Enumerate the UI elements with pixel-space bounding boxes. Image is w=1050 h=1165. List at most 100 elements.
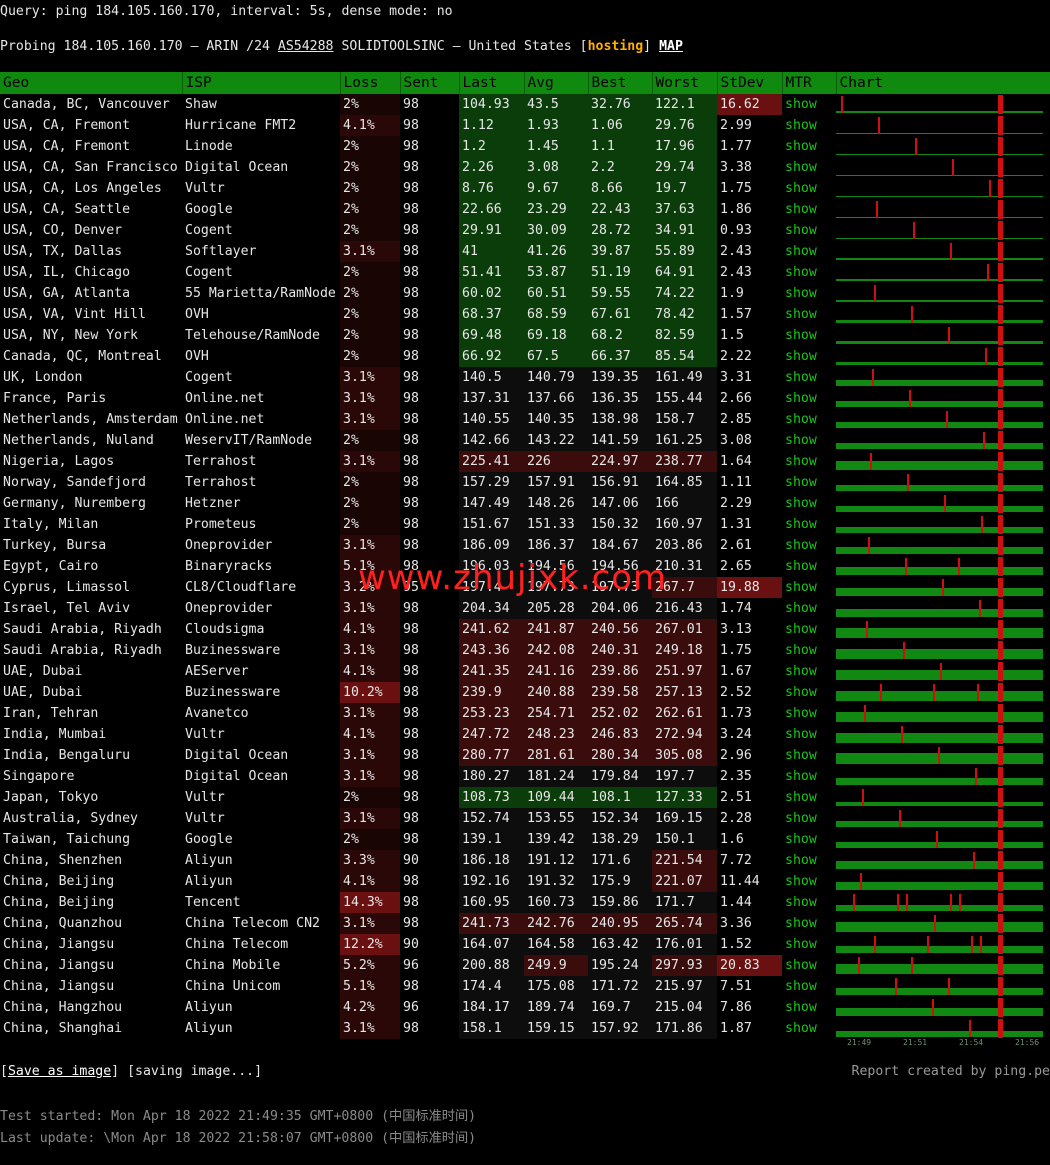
cell-best: 1.1 xyxy=(588,136,652,157)
table-row: China, Jiangsu China Unicom 5.1% 98 174.4 175… xyxy=(0,976,1050,997)
col-stdev[interactable]: StDev xyxy=(717,72,783,94)
col-avg[interactable]: Avg xyxy=(524,72,589,94)
cell-best: 66.37 xyxy=(588,346,652,367)
cell-stdev: 1.77 xyxy=(717,136,782,157)
mtr-show-link[interactable]: show xyxy=(785,181,817,196)
cell-stdev: 2.85 xyxy=(717,409,782,430)
mtr-show-link[interactable]: show xyxy=(785,811,817,826)
latency-chart xyxy=(836,1018,1050,1039)
mtr-show-link[interactable]: show xyxy=(785,874,817,889)
mtr-show-link[interactable]: show xyxy=(785,958,817,973)
cell-geo: Israel, Tel Aviv xyxy=(3,601,131,616)
mtr-show-link[interactable]: show xyxy=(785,286,817,301)
mtr-show-link[interactable]: show xyxy=(785,244,817,259)
loss-spike xyxy=(897,894,899,911)
col-mtr[interactable]: MTR xyxy=(782,72,837,94)
cell-loss: 2% xyxy=(340,220,400,241)
mtr-show-link[interactable]: show xyxy=(785,97,817,112)
mtr-show-link[interactable]: show xyxy=(785,853,817,868)
cell-loss: 4.1% xyxy=(340,724,400,745)
latency-bars xyxy=(836,175,1043,176)
mtr-show-link[interactable]: show xyxy=(785,979,817,994)
mtr-show-link[interactable]: show xyxy=(785,433,817,448)
mtr-show-link[interactable]: show xyxy=(785,769,817,784)
mtr-show-link[interactable]: show xyxy=(785,643,817,658)
mtr-show-link[interactable]: show xyxy=(785,307,817,322)
mtr-show-link[interactable]: show xyxy=(785,685,817,700)
query-dense: dense mode: no xyxy=(341,4,453,19)
loss-spike xyxy=(870,453,872,470)
mtr-show-link[interactable]: show xyxy=(785,223,817,238)
cell-geo: USA, GA, Atlanta xyxy=(3,286,131,301)
loss-spike xyxy=(952,159,954,176)
mtr-show-link[interactable]: show xyxy=(785,475,817,490)
mtr-show-link[interactable]: show xyxy=(785,496,817,511)
mtr-show-link[interactable]: show xyxy=(785,559,817,574)
cell-best: 239.58 xyxy=(588,682,652,703)
col-loss[interactable]: Loss xyxy=(340,72,401,94)
cell-last: 139.1 xyxy=(459,829,524,850)
cell-sent: 98 xyxy=(403,202,419,217)
mtr-show-link[interactable]: show xyxy=(785,580,817,595)
loss-spike xyxy=(998,95,1003,114)
latency-bars xyxy=(836,821,1043,827)
mtr-show-link[interactable]: show xyxy=(785,916,817,931)
loss-spike xyxy=(998,557,1003,576)
latency-chart xyxy=(836,157,1050,178)
last-update: Last update: \Mon Apr 18 2022 21:58:07 G… xyxy=(0,1131,477,1146)
mtr-show-link[interactable]: show xyxy=(785,328,817,343)
col-worst[interactable]: Worst xyxy=(652,72,718,94)
cell-avg: 67.5 xyxy=(524,346,588,367)
mtr-show-link[interactable]: show xyxy=(785,160,817,175)
mtr-show-link[interactable]: show xyxy=(785,265,817,280)
latency-bars xyxy=(836,861,1043,869)
mtr-show-link[interactable]: show xyxy=(785,538,817,553)
mtr-show-link[interactable]: show xyxy=(785,790,817,805)
mtr-show-link[interactable]: show xyxy=(785,622,817,637)
mtr-show-link[interactable]: show xyxy=(785,1021,817,1036)
cell-last: 66.92 xyxy=(459,346,524,367)
latency-bars xyxy=(836,802,1043,806)
col-chart: Chart xyxy=(836,72,1050,94)
mtr-show-link[interactable]: show xyxy=(785,349,817,364)
mtr-show-link[interactable]: show xyxy=(785,412,817,427)
mtr-show-link[interactable]: show xyxy=(785,832,817,847)
mtr-show-link[interactable]: show xyxy=(785,139,817,154)
mtr-show-link[interactable]: show xyxy=(785,370,817,385)
col-isp[interactable]: ISP xyxy=(182,72,341,94)
loss-spike xyxy=(958,558,960,575)
cell-worst: 34.91 xyxy=(652,220,717,241)
cell-last: 184.17 xyxy=(459,997,524,1018)
mtr-show-link[interactable]: show xyxy=(785,202,817,217)
cell-geo: China, Hangzhou xyxy=(3,1000,123,1015)
mtr-show-link[interactable]: show xyxy=(785,895,817,910)
cell-best: 252.02 xyxy=(588,703,652,724)
mtr-show-link[interactable]: show xyxy=(785,601,817,616)
asn-link[interactable]: AS54288 xyxy=(277,39,334,54)
col-last[interactable]: Last xyxy=(459,72,525,94)
mtr-show-link[interactable]: show xyxy=(785,454,817,469)
col-best[interactable]: Best xyxy=(588,72,653,94)
cell-last: 164.07 xyxy=(459,934,524,955)
mtr-show-link[interactable]: show xyxy=(785,727,817,742)
cell-best: 139.35 xyxy=(588,367,652,388)
col-sent[interactable]: Sent xyxy=(400,72,460,94)
mtr-show-link[interactable]: show xyxy=(785,748,817,763)
mtr-show-link[interactable]: show xyxy=(785,937,817,952)
latency-chart xyxy=(836,955,1050,976)
mtr-show-link[interactable]: show xyxy=(785,517,817,532)
cell-isp: Cogent xyxy=(185,370,233,385)
cell-avg: 226 xyxy=(524,451,588,472)
save-as-image-link[interactable]: Save as image xyxy=(7,1064,112,1079)
col-geo[interactable]: Geo xyxy=(0,72,183,94)
mtr-show-link[interactable]: show xyxy=(785,1000,817,1015)
cell-loss: 5.2% xyxy=(340,955,400,976)
cell-isp: Cogent xyxy=(185,265,233,280)
cell-loss: 3.1% xyxy=(340,535,400,556)
mtr-show-link[interactable]: show xyxy=(785,391,817,406)
mtr-show-link[interactable]: show xyxy=(785,664,817,679)
map-link[interactable]: MAP xyxy=(659,39,683,54)
cell-last: 174.4 xyxy=(459,976,524,997)
mtr-show-link[interactable]: show xyxy=(785,118,817,133)
mtr-show-link[interactable]: show xyxy=(785,706,817,721)
